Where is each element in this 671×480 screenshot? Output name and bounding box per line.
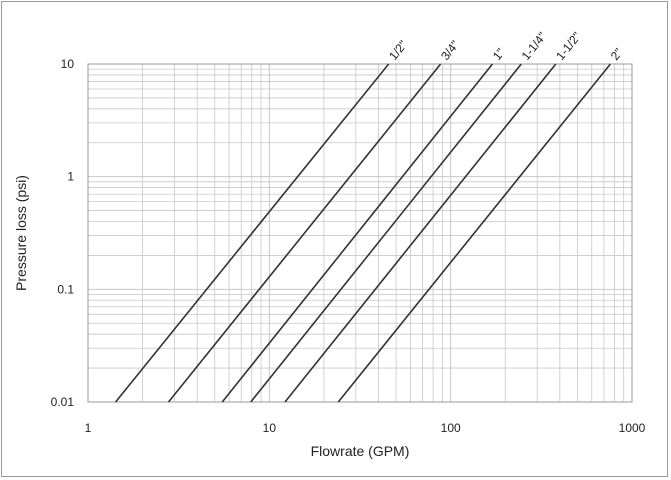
series-lines xyxy=(114,63,612,403)
series-label: 1" xyxy=(490,46,508,63)
series-line xyxy=(221,63,494,403)
x-tick-label: 1 xyxy=(85,421,92,435)
x-axis-title: Flowrate (GPM) xyxy=(311,443,410,459)
series-labels: 1/2" 3/4" 1" 1-1/4" 1-1/2" 2" xyxy=(386,29,625,62)
x-tick-label: 1000 xyxy=(619,421,646,435)
x-tick-labels: 1 10 100 1000 xyxy=(85,421,646,435)
grid xyxy=(87,64,632,403)
series-label: 3/4" xyxy=(438,38,462,63)
series-line xyxy=(167,63,442,403)
y-tick-labels: 0.01 0.1 1 10 xyxy=(51,57,75,409)
y-tick-label: 0.01 xyxy=(51,395,75,409)
series-label: 2" xyxy=(608,46,626,63)
series-line xyxy=(284,63,557,403)
x-tick-label: 10 xyxy=(263,421,277,435)
series-label: 1-1/2" xyxy=(553,29,584,62)
series-line xyxy=(114,63,390,403)
y-tick-label: 10 xyxy=(61,57,75,71)
series-label: 1/2" xyxy=(386,38,410,63)
y-tick-label: 0.1 xyxy=(57,282,74,296)
y-tick-label: 1 xyxy=(67,170,74,184)
series-line xyxy=(337,63,612,403)
plot-border xyxy=(87,63,633,403)
x-tick-label: 100 xyxy=(441,421,461,435)
y-axis-title: Pressure loss (psi) xyxy=(13,175,29,291)
plot-area xyxy=(87,63,633,403)
series-label: 1-1/4" xyxy=(519,29,550,62)
series-line xyxy=(250,63,522,403)
